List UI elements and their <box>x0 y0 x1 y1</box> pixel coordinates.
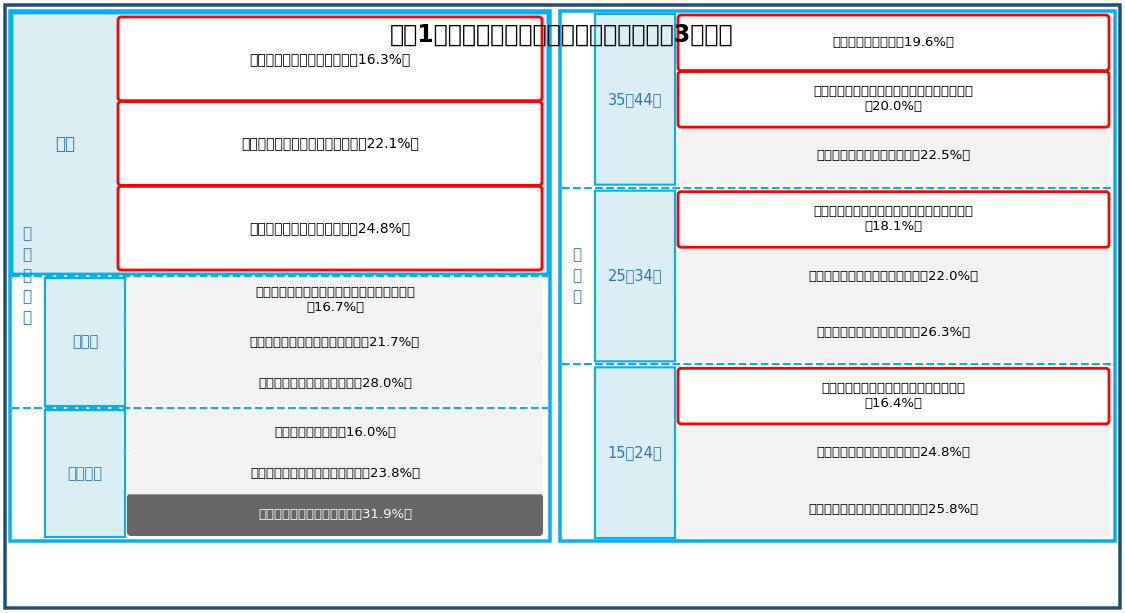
FancyBboxPatch shape <box>678 305 1109 360</box>
Text: 正社員で働くより楽だから（28.0%）: 正社員で働くより楽だから（28.0%） <box>258 377 412 390</box>
Text: 正社員として雇ってくれるところがなかった
（20.0%）: 正社員として雇ってくれるところがなかった （20.0%） <box>813 85 973 113</box>
Text: 正社員として雇ってくれるところがなかった
（18.1%）: 正社員として雇ってくれるところがなかった （18.1%） <box>813 205 973 234</box>
FancyBboxPatch shape <box>678 425 1109 481</box>
Text: 25〜34歳: 25〜34歳 <box>608 268 663 283</box>
Text: 家庭の事情のため（19.6%）: 家庭の事情のため（19.6%） <box>832 36 954 49</box>
Text: 明確な職業を思い描けなかった（21.7%）: 明確な職業を思い描けなかった（21.7%） <box>250 335 420 349</box>
Text: 明確な職業を思い描けなかった（23.8%）: 明確な職業を思い描けなかった（23.8%） <box>250 467 420 480</box>
FancyBboxPatch shape <box>128 322 542 362</box>
FancyBboxPatch shape <box>118 102 542 185</box>
Text: 明確な職業を思い描けなかった（22.0%）: 明確な職業を思い描けなかった（22.0%） <box>809 270 979 283</box>
FancyBboxPatch shape <box>128 280 542 321</box>
Text: 明確な職業を思い描けなかった（22.1%）: 明確な職業を思い描けなかった（22.1%） <box>241 137 418 151</box>
FancyBboxPatch shape <box>12 13 548 274</box>
FancyBboxPatch shape <box>678 192 1109 247</box>
Text: 正社員で働くより楽だから（22.5%）: 正社員で働くより楽だから（22.5%） <box>817 150 971 162</box>
Text: 家庭の事情のため（16.0%）: 家庭の事情のため（16.0%） <box>274 425 396 439</box>
Text: 会社を退職・離職したため（31.9%）: 会社を退職・離職したため（31.9%） <box>258 508 412 521</box>
FancyBboxPatch shape <box>45 278 125 406</box>
FancyBboxPatch shape <box>118 186 542 270</box>
Text: 会社を退職・離職したため（16.3%）: 会社を退職・離職したため（16.3%） <box>250 52 411 66</box>
Text: 年
代
別: 年 代 別 <box>573 248 582 305</box>
FancyBboxPatch shape <box>678 128 1109 184</box>
Text: 正社員で働くより楽だから（24.8%）: 正社員で働くより楽だから（24.8%） <box>250 221 411 235</box>
Text: 正社員で働くより楽だから（24.8%）: 正社員で働くより楽だから（24.8%） <box>817 446 971 459</box>
Text: 35〜44歳: 35〜44歳 <box>608 92 663 107</box>
Text: 就
労
状
況
別: 就 労 状 況 別 <box>22 226 32 326</box>
FancyBboxPatch shape <box>128 412 542 452</box>
Text: 芸能関係やフリーランスなど、夢のため
（16.4%）: 芸能関係やフリーランスなど、夢のため （16.4%） <box>821 382 965 410</box>
Text: 正社員で働くより楽だから（26.3%）: 正社員で働くより楽だから（26.3%） <box>817 326 971 339</box>
FancyBboxPatch shape <box>128 454 542 493</box>
FancyBboxPatch shape <box>678 248 1109 304</box>
FancyBboxPatch shape <box>118 17 542 101</box>
Text: 正社員として雇ってくれるところがなかった
（16.7%）: 正社員として雇ってくれるところがなかった （16.7%） <box>255 286 415 314</box>
FancyBboxPatch shape <box>678 368 1109 424</box>
FancyBboxPatch shape <box>595 14 675 185</box>
FancyBboxPatch shape <box>4 5 1120 608</box>
FancyBboxPatch shape <box>10 11 550 541</box>
FancyBboxPatch shape <box>128 364 542 404</box>
FancyBboxPatch shape <box>128 495 542 535</box>
Text: 就労者: 就労者 <box>72 335 98 349</box>
Text: 15〜24歳: 15〜24歳 <box>608 445 663 460</box>
FancyBboxPatch shape <box>595 191 675 361</box>
FancyBboxPatch shape <box>595 367 675 538</box>
Text: 全体: 全体 <box>55 134 75 153</box>
Text: 明確な職業を思い描けなかった（25.8%）: 明確な職業を思い描けなかった（25.8%） <box>809 503 979 516</box>
FancyBboxPatch shape <box>678 72 1109 127</box>
Text: 【図1】フリーターになったきっかけ（上位3項目）: 【図1】フリーターになったきっかけ（上位3項目） <box>390 23 734 47</box>
Text: 非就労者: 非就労者 <box>68 466 102 481</box>
FancyBboxPatch shape <box>678 481 1109 537</box>
FancyBboxPatch shape <box>45 410 125 537</box>
FancyBboxPatch shape <box>560 11 1115 541</box>
FancyBboxPatch shape <box>678 15 1109 70</box>
